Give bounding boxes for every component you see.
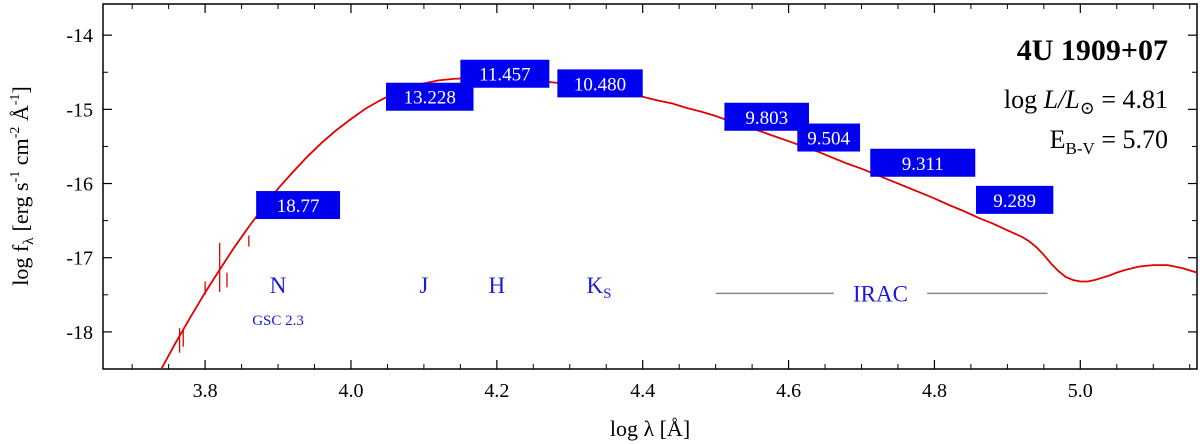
photometry-box: [870, 148, 976, 177]
spectral-lines: [178, 235, 250, 353]
photometry-box: [460, 59, 550, 88]
x-axis-label: log λ [Å]: [610, 416, 690, 441]
y-tick-label: -14: [66, 25, 93, 47]
x-tick-label: 5.0: [1068, 380, 1093, 402]
x-axis: 3.8 4.0 4.2 4.4 4.6 4.8 5.0: [131, 4, 1191, 402]
band-label: J: [419, 273, 428, 298]
x-tick-label: 4.8: [922, 380, 947, 402]
y-axis-label: log fλ[erg s-1 cm-2 Å-1]: [8, 86, 37, 285]
y-tick-label: -16: [66, 174, 93, 196]
x-tick-label: 4.0: [338, 380, 363, 402]
chart-title: 4U 1909+07: [1017, 34, 1168, 67]
photometry-value: 9.803: [745, 108, 788, 129]
x-tick-label: 4.6: [776, 380, 801, 402]
photometry-value: 18.77: [277, 196, 320, 217]
photometry-value: 10.480: [574, 74, 626, 95]
photometry-value: 13.228: [404, 88, 456, 109]
photometry-box: [976, 185, 1054, 214]
photometry-box: [557, 69, 643, 98]
plot-frame: [102, 3, 1198, 370]
photometry-value: 9.504: [807, 129, 850, 150]
y-tick-label: -15: [66, 99, 93, 121]
photometry-value: 9.289: [993, 191, 1036, 212]
photometry-box: [256, 191, 341, 220]
band-label: GSC 2.3: [252, 313, 304, 329]
band-labels: N GSC 2.3 J H KS IRAC: [252, 273, 908, 329]
y-tick-label: -17: [66, 248, 93, 270]
band-label: H: [489, 273, 506, 298]
band-label: N: [270, 273, 287, 298]
photometry-boxes: 18.77 13.228 11.457 10.480 9.803 9.504 9.311 9.…: [256, 59, 1054, 220]
y-axis: -14 -15 -16 -17 -18: [66, 25, 1197, 370]
luminosity-annotation: log L/L⊙ = 4.81: [1004, 85, 1168, 118]
photometry-value: 9.311: [902, 154, 944, 175]
photometry-value: 11.457: [479, 65, 531, 86]
photometry-box: [724, 102, 809, 131]
x-tick-label: 4.2: [484, 380, 509, 402]
x-tick-label: 3.8: [193, 380, 218, 402]
band-label: KS: [586, 273, 611, 302]
model-sed-curve: [160, 77, 1197, 369]
photometry-box: [385, 82, 474, 111]
y-tick-label: -18: [66, 322, 93, 344]
photometry-box: [797, 123, 861, 152]
band-label: IRAC: [853, 281, 908, 306]
x-tick-label: 4.4: [630, 380, 655, 402]
extinction-annotation: EB-V = 5.70: [1050, 125, 1168, 158]
